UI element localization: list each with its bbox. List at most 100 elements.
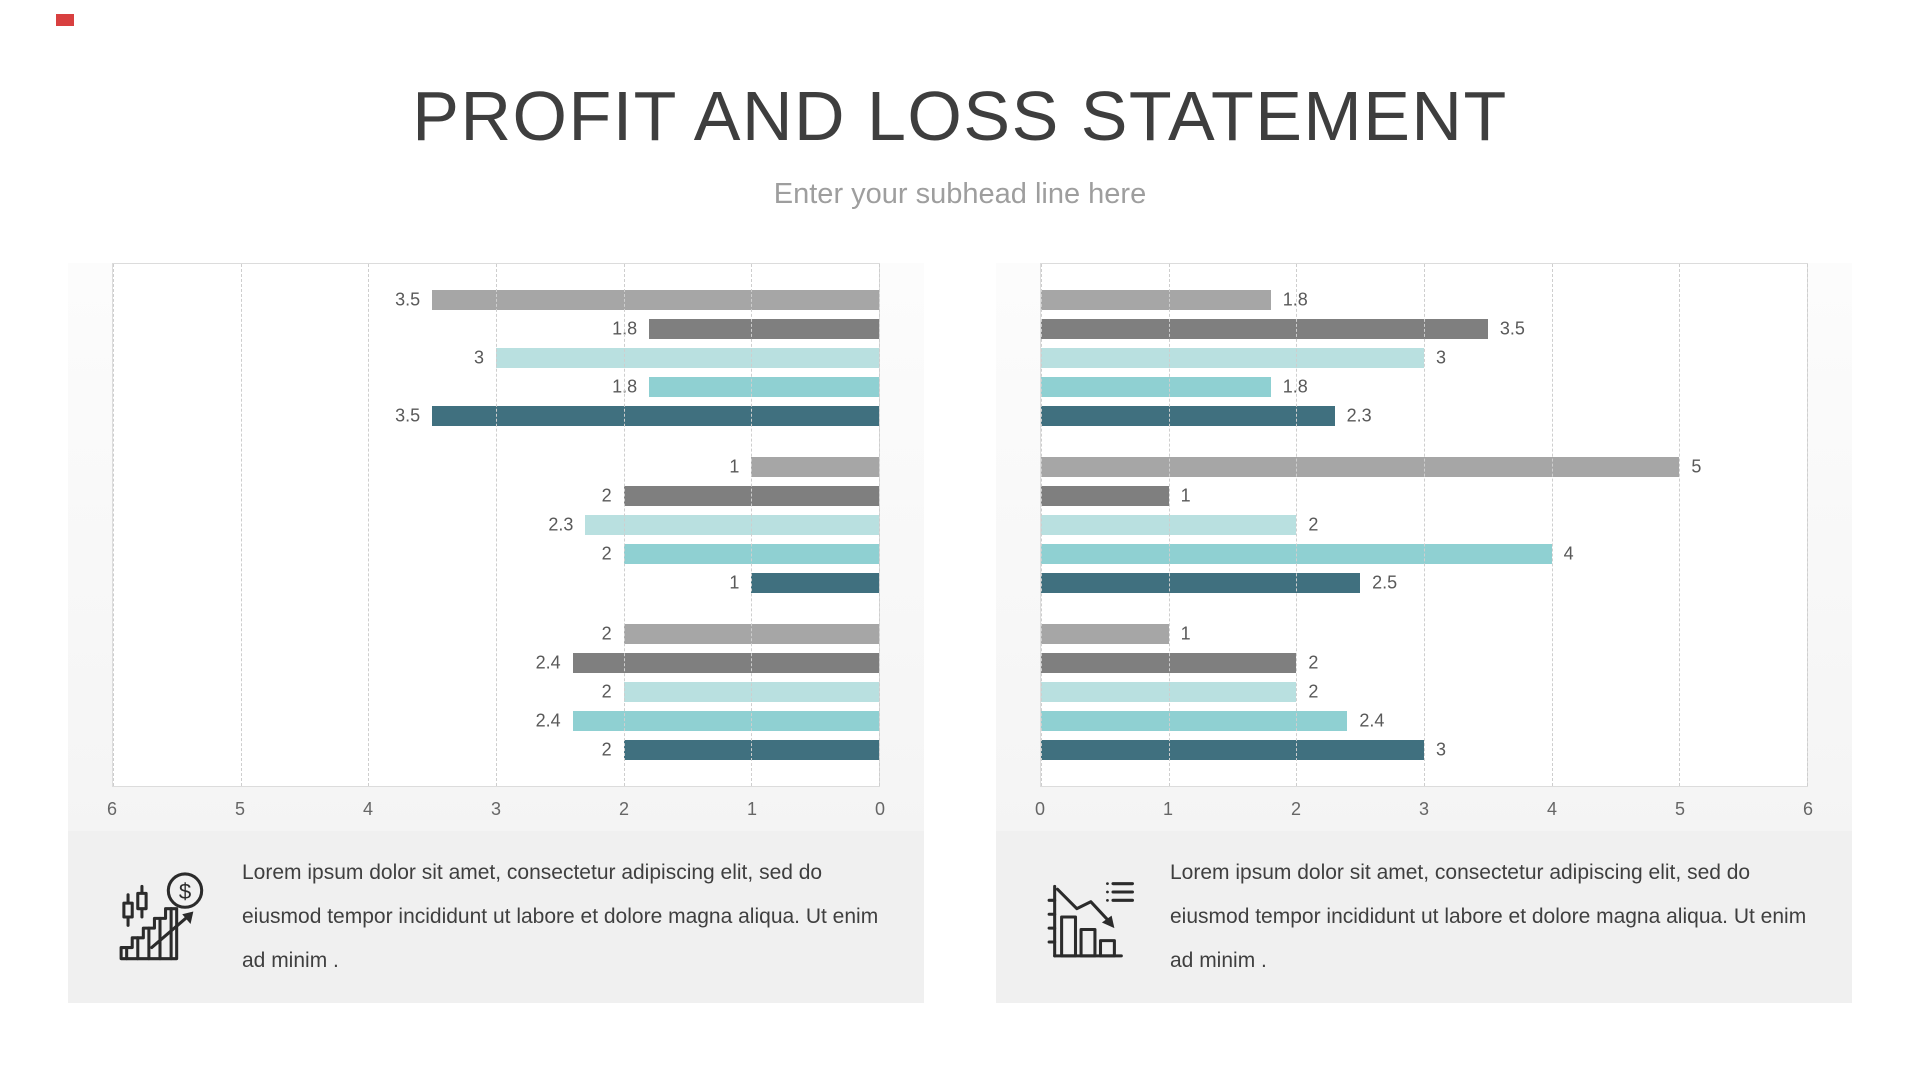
- bar-value-label: 1.8: [612, 376, 638, 397]
- bar: [432, 406, 879, 426]
- charts-row: 3.5 1.8 3 1.8 3.5 1 2 2.3 2 1 2 2.4 2 2.4 2 6 5 4 3 2 1 0 $: [0, 263, 1920, 1003]
- gridline: [496, 264, 497, 786]
- bar: [1041, 290, 1271, 310]
- bar-row: 2.3: [1041, 406, 1807, 426]
- bar-value-label: 1: [729, 572, 740, 593]
- bar-value-label: 2: [601, 485, 612, 506]
- gridline: [240, 264, 242, 786]
- axis-tick-label: 1: [1162, 799, 1174, 819]
- bar-value-label: 3: [1436, 739, 1447, 760]
- bar: [1041, 624, 1169, 644]
- bar-value-label: 2: [1308, 652, 1319, 673]
- bar-value-label: 2: [601, 739, 612, 760]
- left-x-axis: 6 5 4 3 2 1 0: [107, 787, 885, 831]
- bar: [572, 711, 879, 731]
- bar-value-label: 2.4: [535, 652, 561, 673]
- bar-value-label: 1.8: [612, 318, 638, 339]
- bar-row: 3.5: [1041, 319, 1807, 339]
- right-caption: Lorem ipsum dolor sit amet, consectetur …: [1170, 861, 1807, 972]
- bar-value-label: 2.3: [548, 514, 574, 535]
- bar: [432, 290, 879, 310]
- candlestick-dollar-growth-icon: $: [110, 863, 210, 971]
- bar-row: 3.5: [113, 290, 879, 310]
- gridline: [751, 264, 753, 786]
- bar-value-label: 5: [1691, 456, 1702, 477]
- bar: [1041, 457, 1680, 477]
- right-plot-area: 1.8 3.5 3 1.8 2.3 5 1 2 4 2.5 1 2 2 2.4 3: [1040, 263, 1808, 787]
- axis-tick-label: 4: [1546, 799, 1558, 819]
- gridline: [1551, 264, 1553, 786]
- bar: [649, 377, 879, 397]
- gridline: [1168, 264, 1170, 786]
- axis-tick-label: 4: [362, 799, 374, 819]
- bar-row: 3: [1041, 740, 1807, 760]
- bar: [1041, 573, 1361, 593]
- bar: [1041, 711, 1348, 731]
- bar-group: 1 2 2 2.4 3: [1041, 624, 1807, 760]
- axis-tick-label: 2: [1290, 799, 1302, 819]
- bar-row: 1: [1041, 624, 1807, 644]
- bar: [751, 573, 879, 593]
- bar-row: 1.8: [1041, 290, 1807, 310]
- header: PROFIT AND LOSS STATEMENT Enter your sub…: [0, 0, 1920, 211]
- bar: [1041, 319, 1488, 339]
- bar: [1041, 486, 1169, 506]
- gridline: [1679, 264, 1681, 786]
- bar-value-label: 3: [1436, 347, 1447, 368]
- left-caption: Lorem ipsum dolor sit amet, consectetur …: [242, 861, 879, 972]
- bar-value-label: 2.4: [1359, 710, 1385, 731]
- page-title: PROFIT AND LOSS STATEMENT: [412, 77, 1508, 155]
- bar-value-label: 1: [729, 456, 740, 477]
- bar: [1041, 406, 1335, 426]
- svg-text:$: $: [179, 879, 191, 904]
- gridline: [1424, 264, 1425, 786]
- bar-value-label: 2.5: [1372, 572, 1398, 593]
- bar-row: 1: [1041, 486, 1807, 506]
- axis-tick-label: 0: [874, 799, 886, 819]
- bar-value-label: 1.8: [1282, 289, 1308, 310]
- bar-row: 1: [113, 573, 879, 593]
- bar: [496, 348, 879, 368]
- axis-tick-label: 3: [490, 799, 502, 819]
- axis-tick-label: 1: [746, 799, 758, 819]
- axis-tick-label: 2: [618, 799, 630, 819]
- axis-tick-label: 6: [1802, 799, 1814, 819]
- gridline: [623, 264, 625, 786]
- bar-value-label: 2: [601, 681, 612, 702]
- bar-value-label: 4: [1563, 543, 1574, 564]
- right-x-axis: 0 1 2 3 4 5 6: [1035, 787, 1813, 831]
- bar: [1041, 348, 1424, 368]
- bar-value-label: 3.5: [395, 405, 421, 426]
- bar-row: 3: [1041, 348, 1807, 368]
- bar: [1041, 377, 1271, 397]
- right-chart-panel: 1.8 3.5 3 1.8 2.3 5 1 2 4 2.5 1 2 2 2.4 3 0 1 2 3 4 5 6: [996, 263, 1852, 1003]
- bar-value-label: 1: [1180, 623, 1191, 644]
- bar: [1041, 740, 1424, 760]
- bar-row: 3.5: [113, 406, 879, 426]
- bar-row: 2.4: [1041, 711, 1807, 731]
- bar-row: 3: [113, 348, 879, 368]
- bar-value-label: 2: [601, 543, 612, 564]
- bar-value-label: 2: [1308, 681, 1319, 702]
- right-footer: Lorem ipsum dolor sit amet, consectetur …: [996, 831, 1852, 1003]
- axis-tick-label: 5: [1674, 799, 1686, 819]
- bar-row: 1: [113, 457, 879, 477]
- left-chart-panel: 3.5 1.8 3 1.8 3.5 1 2 2.3 2 1 2 2.4 2 2.4 2 6 5 4 3 2 1 0 $: [68, 263, 924, 1003]
- gridline: [368, 264, 370, 786]
- bar-value-label: 3: [473, 347, 484, 368]
- page-subtitle: Enter your subhead line here: [773, 178, 1147, 210]
- axis-tick-label: 0: [1034, 799, 1046, 819]
- gridline: [1041, 264, 1042, 786]
- gridline: [1296, 264, 1298, 786]
- bar-row: 2.5: [1041, 573, 1807, 593]
- bar-row: 2.4: [113, 653, 879, 673]
- bar-value-label: 3.5: [395, 289, 421, 310]
- gridline: [113, 264, 114, 786]
- gridline: [1807, 264, 1808, 786]
- bar-value-label: 2: [601, 623, 612, 644]
- bar: [585, 515, 879, 535]
- declining-bars-icon: [1038, 863, 1138, 971]
- gridline: [879, 264, 880, 786]
- bar-row: 1.8: [113, 377, 879, 397]
- bar-value-label: 3.5: [1499, 318, 1525, 339]
